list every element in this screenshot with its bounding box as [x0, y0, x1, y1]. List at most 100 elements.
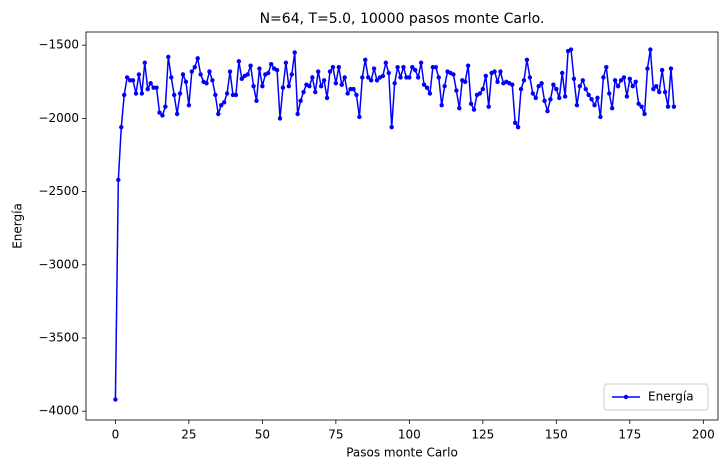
marker: [363, 57, 368, 63]
marker: [530, 91, 536, 96]
marker: [245, 72, 250, 77]
marker: [186, 103, 192, 108]
marker: [609, 105, 615, 111]
x-tick-label: 0: [112, 428, 120, 442]
marker: [183, 79, 189, 84]
marker: [213, 92, 218, 98]
marker: [539, 81, 544, 86]
marker: [360, 75, 365, 80]
marker: [498, 69, 503, 74]
legend-label: Energía: [648, 390, 694, 404]
marker: [451, 72, 456, 77]
marker: [542, 98, 547, 104]
marker: [410, 64, 415, 70]
marker: [333, 81, 339, 86]
marker: [633, 79, 638, 84]
plot-frame: [85, 31, 719, 421]
marker: [357, 114, 362, 120]
marker: [313, 89, 318, 95]
marker: [395, 64, 400, 70]
marker: [342, 75, 347, 80]
marker: [621, 75, 627, 80]
y-tick-label: −2500: [38, 184, 79, 198]
marker: [133, 91, 139, 96]
marker: [248, 63, 253, 68]
x-tick-label: 75: [328, 428, 343, 442]
chart-title: N=64, T=5.0, 10000 pasos monte Carlo.: [260, 11, 545, 27]
marker: [283, 60, 289, 65]
marker: [521, 78, 527, 83]
marker: [307, 83, 312, 89]
marker: [274, 67, 280, 73]
marker: [368, 78, 374, 83]
marker: [401, 64, 406, 70]
marker: [601, 75, 606, 80]
marker: [130, 78, 136, 83]
marker: [113, 397, 118, 402]
marker: [339, 82, 344, 87]
marker: [221, 100, 227, 105]
marker: [233, 92, 239, 98]
marker: [586, 92, 591, 98]
marker: [204, 81, 209, 86]
marker: [365, 75, 371, 80]
marker: [163, 104, 168, 109]
marker: [436, 75, 441, 80]
marker: [465, 63, 471, 68]
y-tick-label: −3500: [38, 331, 79, 345]
marker: [219, 103, 224, 108]
marker: [327, 69, 333, 74]
marker: [257, 66, 262, 71]
marker: [624, 94, 630, 99]
marker: [277, 116, 283, 121]
marker: [630, 83, 635, 89]
marker: [671, 104, 677, 109]
marker: [174, 111, 180, 117]
marker: [180, 72, 186, 77]
marker: [298, 98, 303, 104]
marker: [392, 81, 397, 86]
marker: [483, 73, 488, 79]
marker: [413, 67, 418, 73]
y-tick-label: −1500: [38, 38, 79, 52]
marker: [301, 89, 306, 95]
marker: [189, 69, 195, 74]
x-tick-label: 125: [471, 428, 494, 442]
marker: [595, 95, 600, 101]
marker: [598, 114, 603, 120]
series-line: [114, 48, 675, 400]
marker: [536, 83, 541, 89]
marker: [533, 95, 538, 101]
marker: [568, 47, 574, 52]
marker: [236, 59, 242, 64]
marker: [439, 103, 444, 108]
marker: [227, 69, 233, 74]
marker: [515, 124, 521, 130]
marker: [592, 103, 597, 108]
marker: [648, 47, 653, 52]
marker: [207, 69, 212, 74]
marker: [292, 50, 297, 55]
marker: [457, 105, 462, 111]
marker: [512, 120, 518, 125]
marker: [627, 76, 633, 82]
marker: [480, 86, 486, 92]
marker: [169, 75, 174, 80]
marker: [330, 64, 336, 70]
marker: [424, 85, 430, 90]
marker: [527, 75, 533, 80]
marker: [407, 75, 412, 80]
marker: [524, 57, 530, 63]
marker: [618, 78, 624, 83]
x-tick-label: 100: [398, 428, 421, 442]
x-tick-label: 25: [181, 428, 196, 442]
marker: [510, 82, 515, 87]
marker: [268, 62, 274, 67]
marker: [289, 72, 294, 77]
marker: [136, 72, 142, 77]
marker: [589, 97, 594, 102]
marker: [659, 67, 665, 73]
marker: [577, 83, 583, 89]
marker: [116, 177, 121, 183]
